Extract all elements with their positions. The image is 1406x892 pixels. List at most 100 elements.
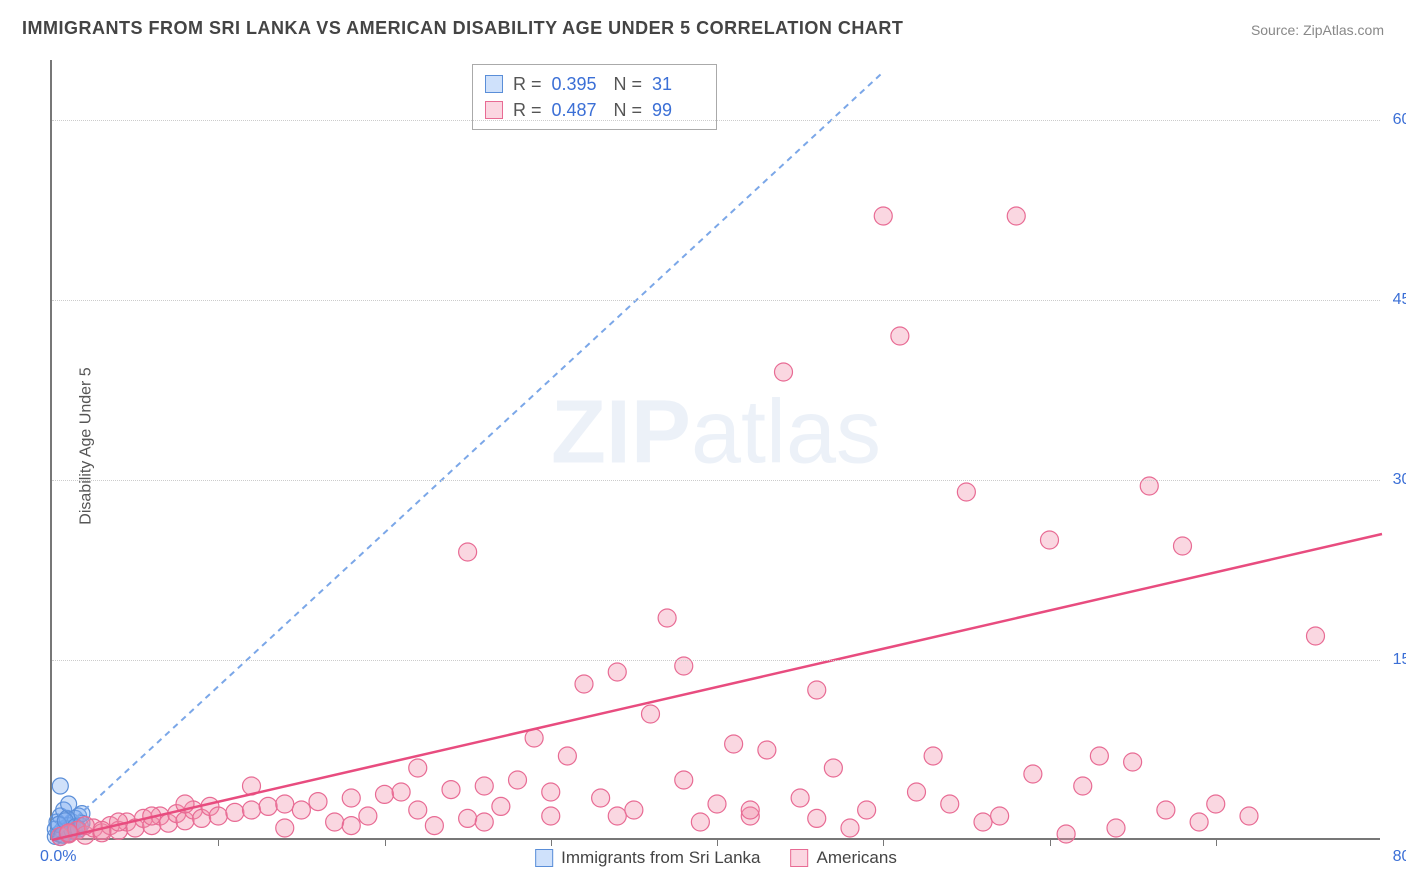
data-point xyxy=(625,801,643,819)
data-point xyxy=(841,819,859,837)
data-point xyxy=(1041,531,1059,549)
legend-label: Americans xyxy=(817,848,897,868)
data-point xyxy=(808,681,826,699)
data-point xyxy=(808,809,826,827)
data-point xyxy=(592,789,610,807)
data-point xyxy=(276,795,294,813)
data-point xyxy=(392,783,410,801)
plot-area: ZIPatlas R =0.395N =31R =0.487N =99 0.0%… xyxy=(50,60,1380,840)
data-point xyxy=(691,813,709,831)
x-tick xyxy=(883,838,884,846)
data-point xyxy=(1090,747,1108,765)
data-point xyxy=(292,801,310,819)
y-tick-label: 60.0% xyxy=(1393,111,1406,129)
x-origin-label: 0.0% xyxy=(40,848,76,866)
data-point xyxy=(725,735,743,753)
x-max-label: 80.0% xyxy=(1393,848,1406,866)
data-point xyxy=(309,793,327,811)
data-point xyxy=(342,789,360,807)
data-point xyxy=(442,781,460,799)
data-point xyxy=(209,807,227,825)
x-tick xyxy=(551,838,552,846)
data-point xyxy=(741,801,759,819)
data-point xyxy=(409,801,427,819)
data-point xyxy=(1240,807,1258,825)
y-tick-label: 45.0% xyxy=(1393,291,1406,309)
data-point xyxy=(1307,627,1325,645)
data-point xyxy=(409,759,427,777)
data-point xyxy=(658,609,676,627)
data-point xyxy=(243,801,261,819)
regression-line xyxy=(52,72,883,840)
data-point xyxy=(1057,825,1075,843)
data-point xyxy=(276,819,294,837)
data-point xyxy=(459,543,477,561)
data-point xyxy=(908,783,926,801)
gridline xyxy=(52,480,1380,481)
data-point xyxy=(575,675,593,693)
data-point xyxy=(858,801,876,819)
data-point xyxy=(924,747,942,765)
data-point xyxy=(359,807,377,825)
chart-title: IMMIGRANTS FROM SRI LANKA VS AMERICAN DI… xyxy=(22,18,903,39)
legend-label: Immigrants from Sri Lanka xyxy=(561,848,760,868)
data-point xyxy=(475,777,493,795)
data-point xyxy=(342,817,360,835)
data-point xyxy=(775,363,793,381)
data-point xyxy=(509,771,527,789)
data-point xyxy=(957,483,975,501)
source-label: Source: ZipAtlas.com xyxy=(1251,22,1384,38)
data-point xyxy=(1157,801,1175,819)
data-point xyxy=(974,813,992,831)
data-point xyxy=(708,795,726,813)
data-point xyxy=(326,813,344,831)
data-point xyxy=(1024,765,1042,783)
data-point xyxy=(1190,813,1208,831)
data-point xyxy=(60,824,78,842)
x-tick xyxy=(717,838,718,846)
data-point xyxy=(542,807,560,825)
regression-line xyxy=(52,534,1382,840)
data-point xyxy=(891,327,909,345)
data-point xyxy=(608,807,626,825)
data-point xyxy=(376,785,394,803)
data-point xyxy=(425,817,443,835)
x-tick xyxy=(1050,838,1051,846)
data-point xyxy=(642,705,660,723)
data-point xyxy=(758,741,776,759)
data-point xyxy=(824,759,842,777)
data-point xyxy=(492,797,510,815)
data-point xyxy=(259,797,277,815)
gridline xyxy=(52,300,1380,301)
legend-bottom: Immigrants from Sri Lanka Americans xyxy=(535,848,897,868)
data-point xyxy=(1207,795,1225,813)
y-tick-label: 15.0% xyxy=(1393,651,1406,669)
data-point xyxy=(608,663,626,681)
y-tick-label: 30.0% xyxy=(1393,471,1406,489)
legend-swatch xyxy=(791,849,809,867)
data-point xyxy=(1174,537,1192,555)
scatter-svg xyxy=(52,60,1380,838)
data-point xyxy=(675,771,693,789)
gridline xyxy=(52,120,1380,121)
data-point xyxy=(791,789,809,807)
data-point xyxy=(1074,777,1092,795)
x-tick xyxy=(1216,838,1217,846)
data-point xyxy=(61,796,77,812)
data-point xyxy=(459,809,477,827)
data-point xyxy=(941,795,959,813)
data-point xyxy=(542,783,560,801)
x-tick xyxy=(385,838,386,846)
data-point xyxy=(1124,753,1142,771)
data-point xyxy=(558,747,576,765)
data-point xyxy=(475,813,493,831)
x-tick xyxy=(218,838,219,846)
legend-item: Americans xyxy=(791,848,897,868)
data-point xyxy=(874,207,892,225)
data-point xyxy=(1107,819,1125,837)
gridline xyxy=(52,660,1380,661)
data-point xyxy=(226,803,244,821)
data-point xyxy=(1007,207,1025,225)
data-point xyxy=(52,778,68,794)
data-point xyxy=(991,807,1009,825)
